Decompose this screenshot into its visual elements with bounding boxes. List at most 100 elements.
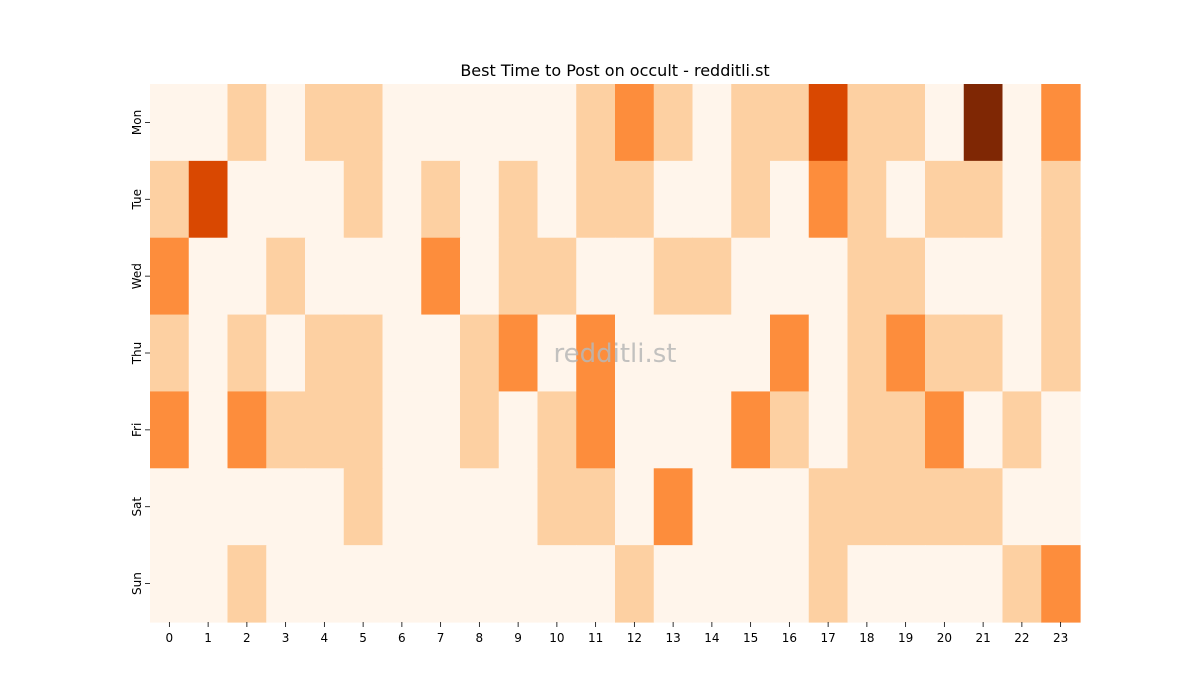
heatmap-cell-wed-15 [731,237,771,316]
x-tick-label: 1 [204,631,212,645]
heatmap-cell-mon-7 [421,84,461,162]
heatmap-cell-sun-5 [343,545,384,623]
heatmap-cell-tue-11 [576,160,616,239]
heatmap-cell-sun-12 [615,545,655,623]
heatmap-cell-mon-9 [498,84,539,162]
heatmap-cell-fri-19 [886,391,926,469]
heatmap-cell-thu-4 [305,314,345,393]
heatmap-cell-mon-23 [1041,84,1081,162]
heatmap-cell-mon-8 [460,84,500,162]
x-tick-label: 0 [166,631,174,645]
heatmap-cell-sun-17 [808,545,849,623]
heatmap-cell-fri-10 [537,391,577,469]
heatmap-cell-sat-20 [925,468,965,546]
heatmap-cell-sun-4 [305,545,345,623]
heatmap-cell-sat-10 [537,468,577,546]
heatmap-cell-sat-21 [963,468,1004,546]
heatmap-cell-sun-14 [692,545,732,623]
heatmap-cell-wed-17 [808,237,849,316]
heatmap-cell-thu-3 [266,314,306,393]
heatmap-cell-fri-6 [382,391,422,469]
heatmap-cell-sat-1 [188,468,229,546]
heatmap-cell-sun-19 [886,545,926,623]
heatmap-cell-sat-2 [227,468,267,546]
heatmap-cell-mon-4 [305,84,345,162]
heatmap-cell-tue-7 [421,160,461,239]
x-tick-label: 7 [437,631,445,645]
heatmap-cell-wed-14 [692,237,732,316]
heatmap-cell-wed-6 [382,237,422,316]
heatmap-cell-thu-16 [770,314,810,393]
heatmap-cell-sun-0 [150,545,190,623]
heatmap-cell-sat-18 [847,468,887,546]
heatmap-cell-mon-0 [150,84,190,162]
heatmap-cell-tue-20 [925,160,965,239]
heatmap-cell-thu-1 [188,314,229,393]
heatmap-cell-wed-11 [576,237,616,316]
heatmap-cell-thu-5 [343,314,384,393]
heatmap-cell-thu-22 [1002,314,1042,393]
heatmap-cell-thu-2 [227,314,267,393]
heatmap-cell-mon-16 [770,84,810,162]
heatmap-cell-fri-3 [266,391,306,469]
heatmap-cell-wed-18 [847,237,887,316]
heatmap-cell-wed-16 [770,237,810,316]
heatmap-cell-fri-16 [770,391,810,469]
heatmap-cell-thu-23 [1041,314,1081,393]
heatmap-cell-mon-15 [731,84,771,162]
heatmap-cell-wed-8 [460,237,500,316]
y-tick-label: Mon [130,110,144,135]
heatmap-cell-mon-13 [653,84,694,162]
heatmap-cell-sun-23 [1041,545,1081,623]
heatmap-cell-mon-21 [963,84,1004,162]
heatmap-cell-thu-10 [537,314,577,393]
x-tick-label: 17 [820,631,835,645]
heatmap-cell-fri-7 [421,391,461,469]
x-tick-label: 10 [549,631,564,645]
x-tick-label: 3 [282,631,290,645]
heatmap-cell-wed-5 [343,237,384,316]
heatmap-cell-sat-3 [266,468,306,546]
x-tick-label: 13 [665,631,680,645]
x-tick-label: 15 [743,631,758,645]
heatmap-cell-wed-13 [653,237,694,316]
heatmap-cell-sat-16 [770,468,810,546]
heatmap-cell-fri-15 [731,391,771,469]
y-tick-label: Sat [130,497,144,517]
heatmap-cell-mon-12 [615,84,655,162]
y-tick-label: Fri [130,423,144,437]
heatmap-cell-sun-15 [731,545,771,623]
heatmap-cell-tue-8 [460,160,500,239]
y-tick-label: Wed [130,263,144,289]
heatmap-cell-tue-12 [615,160,655,239]
heatmap-cell-fri-1 [188,391,229,469]
x-tick-label: 22 [1014,631,1029,645]
x-tick-label: 11 [588,631,603,645]
heatmap-cell-fri-4 [305,391,345,469]
heatmap-cell-tue-6 [382,160,422,239]
heatmap-cell-sun-11 [576,545,616,623]
heatmap-cell-sat-15 [731,468,771,546]
heatmap-cell-thu-12 [615,314,655,393]
heatmap-cell-tue-21 [963,160,1004,239]
heatmap-cell-sun-20 [925,545,965,623]
heatmap-cell-tue-18 [847,160,887,239]
heatmap-cell-thu-13 [653,314,694,393]
heatmap-cell-mon-3 [266,84,306,162]
x-tick-label: 14 [704,631,719,645]
heatmap-cell-mon-6 [382,84,422,162]
heatmap-cell-thu-20 [925,314,965,393]
heatmap-cell-sat-9 [498,468,539,546]
heatmap-cell-wed-1 [188,237,229,316]
heatmap-cell-sun-7 [421,545,461,623]
heatmap-cell-fri-11 [576,391,616,469]
heatmap-cell-fri-14 [692,391,732,469]
heatmap-cell-tue-4 [305,160,345,239]
heatmap-cell-sat-0 [150,468,190,546]
heatmap-cell-mon-14 [692,84,732,162]
heatmap-cell-mon-2 [227,84,267,162]
x-axis: 0 1 2 3 4 5 6 7 8 9 10 11 12 13 14 15 16 17 18 19 20 21 22 23 [166,622,1068,645]
x-tick-label: 2 [243,631,251,645]
x-tick-label: 4 [321,631,329,645]
